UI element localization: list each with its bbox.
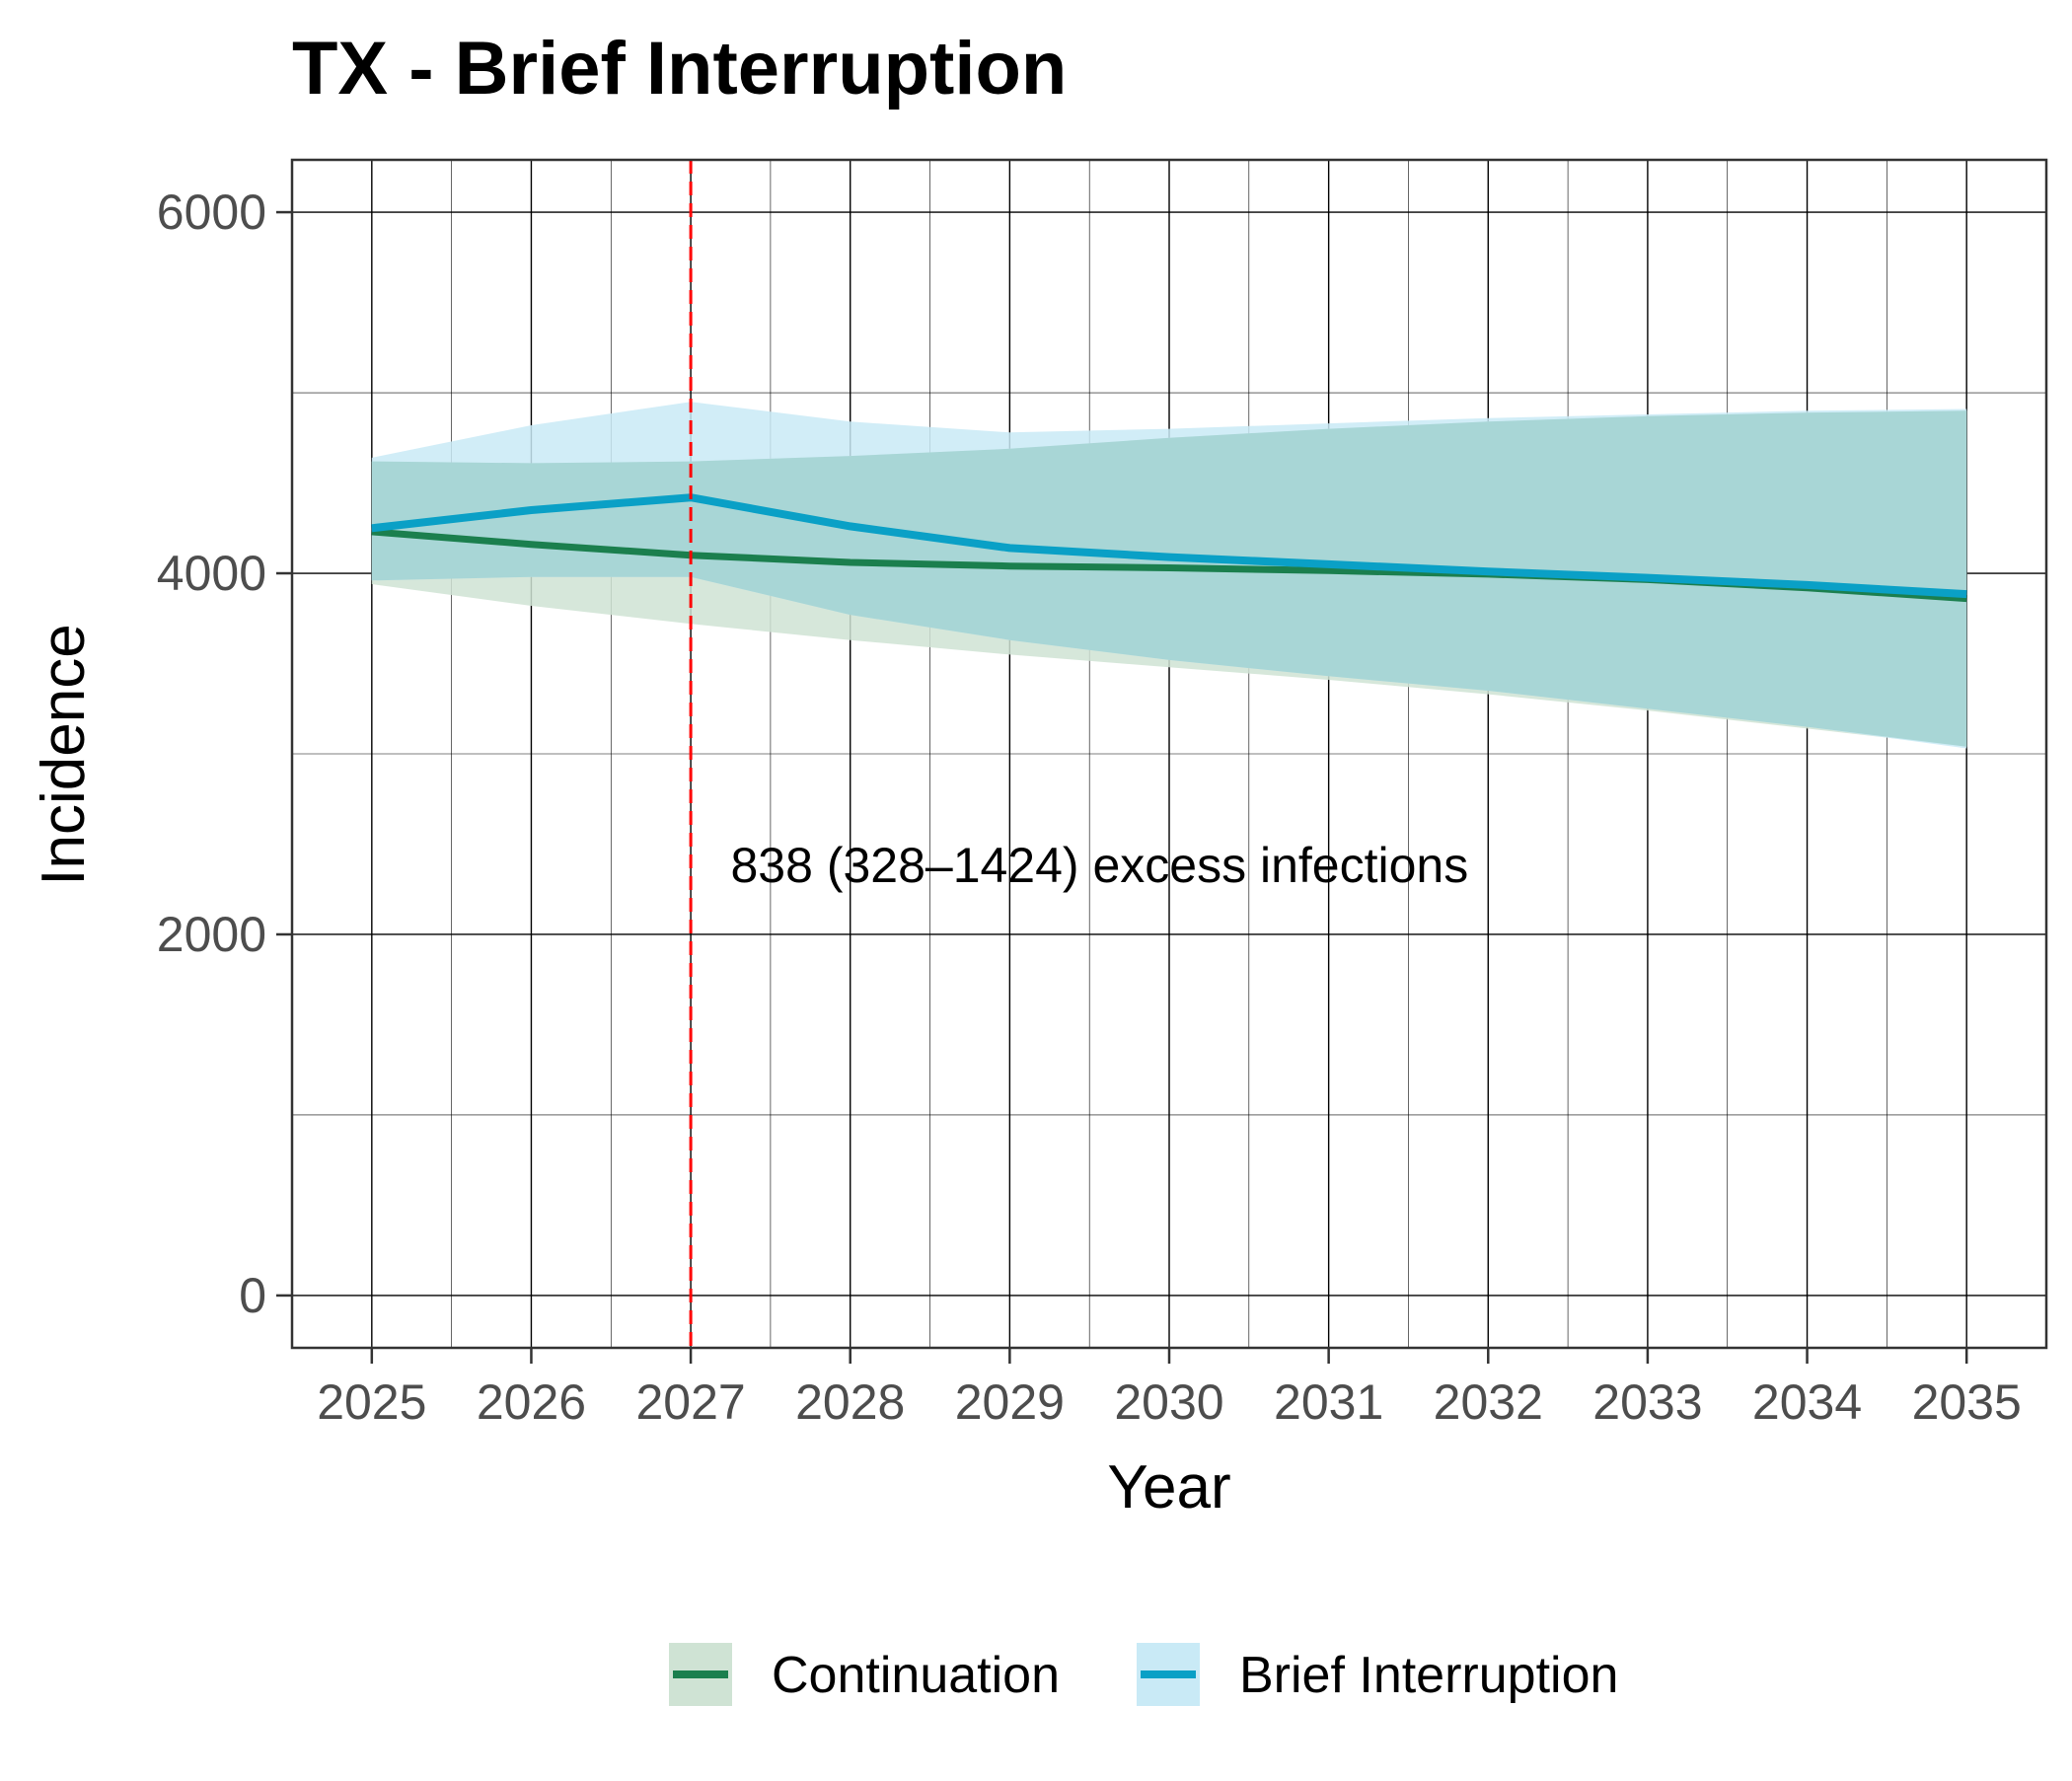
y-tick-label: 6000 bbox=[157, 185, 266, 240]
x-tick-label: 2028 bbox=[795, 1374, 905, 1430]
x-tick-label: 2027 bbox=[635, 1374, 745, 1430]
confidence-bands bbox=[371, 402, 1967, 749]
y-tick-label: 2000 bbox=[157, 907, 266, 962]
x-axis-label: Year bbox=[1107, 1453, 1230, 1521]
annotations: 838 (328–1424) excess infections bbox=[731, 838, 1469, 893]
chart-title: TX - Brief Interruption bbox=[292, 27, 1067, 111]
excess-infections-annotation: 838 (328–1424) excess infections bbox=[731, 838, 1469, 893]
series-lines bbox=[371, 493, 1967, 603]
x-tick-label: 2035 bbox=[1912, 1374, 2022, 1430]
axes: 0 2000 4000 6000 2025 2026 2027 2028 2029 2030 203… bbox=[157, 158, 2048, 1430]
y-tick-label: 0 bbox=[239, 1268, 266, 1323]
legend-label-continuation: Continuation bbox=[772, 1647, 1060, 1704]
legend-label-brief-interruption: Brief Interruption bbox=[1239, 1647, 1618, 1704]
x-tick-label: 2032 bbox=[1434, 1374, 1543, 1430]
y-tick-label: 4000 bbox=[157, 546, 266, 601]
x-tick-label: 2025 bbox=[317, 1374, 426, 1430]
y-axis-label: Incidence bbox=[30, 624, 98, 885]
band-overlap bbox=[371, 410, 1967, 747]
brief-interruption-line bbox=[371, 493, 1967, 599]
x-tick-label: 2026 bbox=[477, 1374, 586, 1430]
x-tick-label: 2029 bbox=[955, 1374, 1065, 1430]
x-tick-label: 2033 bbox=[1592, 1374, 1702, 1430]
x-tick-label: 2030 bbox=[1114, 1374, 1223, 1430]
legend: Continuation Brief Interruption bbox=[669, 1643, 1618, 1706]
x-tick-label: 2034 bbox=[1752, 1374, 1862, 1430]
x-tick-label: 2031 bbox=[1274, 1374, 1383, 1430]
